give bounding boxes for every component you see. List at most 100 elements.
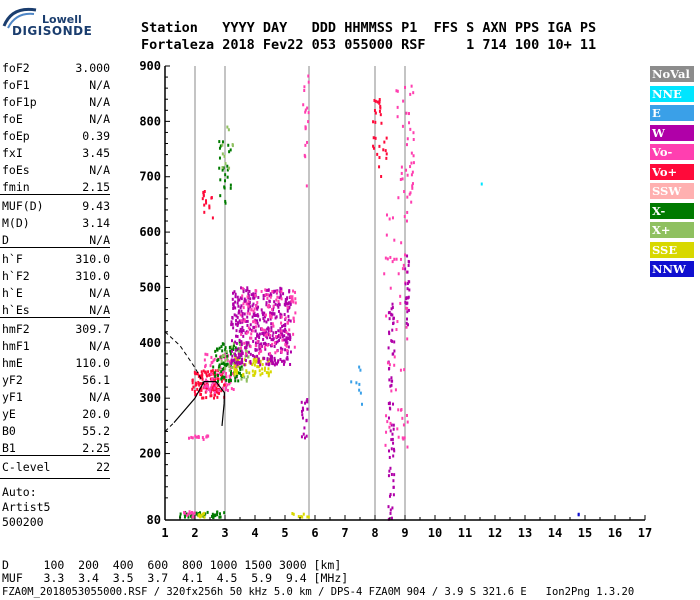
profile-dash (164, 422, 175, 432)
param-value: 20.0 (82, 407, 110, 421)
param-separator (0, 194, 110, 195)
echo-point-w (232, 326, 235, 330)
echo-point-vo (264, 288, 267, 292)
echo-point-vo (225, 375, 228, 379)
echo-point-w (238, 338, 241, 342)
echo-point-vo (395, 257, 398, 261)
param-value: 55.2 (82, 424, 110, 438)
echo-point-w (239, 296, 242, 300)
echo-point-vo (256, 339, 259, 343)
echo-point-vo (264, 313, 267, 317)
echo-point-vo (232, 387, 235, 391)
echo-point-vo (412, 154, 415, 158)
echo-point-vo (406, 306, 409, 310)
echo-point-x (228, 166, 231, 170)
echo-point-x (241, 367, 244, 371)
echo-point-vo (281, 338, 284, 342)
echo-point-vo (248, 312, 251, 316)
echo-point-vo (291, 295, 294, 299)
echo-point-vo (395, 328, 398, 332)
echo-point-vo (192, 512, 195, 516)
echo-point-x (224, 162, 227, 166)
echo-point-x (231, 144, 234, 148)
echo-point-vo (274, 335, 277, 339)
echo-point-w (276, 335, 279, 339)
echo-point-vo (213, 357, 216, 361)
echo-point-x (226, 357, 229, 361)
echo-point-w (279, 293, 282, 297)
echo-point-w (272, 312, 275, 316)
echo-point-w (284, 348, 287, 352)
echo-point-w (285, 337, 288, 341)
echo-point-w (282, 323, 285, 327)
echo-point-x (218, 146, 221, 150)
echo-point-vo (288, 328, 291, 332)
echo-point-nne (480, 182, 483, 186)
echo-point-x (237, 379, 240, 383)
echo-point-w (281, 335, 284, 339)
echo-point-w (272, 337, 275, 341)
param-value: 110.0 (75, 356, 110, 370)
echo-point-w (388, 455, 391, 459)
echo-point-vo (391, 216, 394, 220)
echo-point-w (276, 360, 279, 364)
echo-point-vo (410, 151, 413, 155)
echo-point-w (275, 341, 278, 345)
echo-point-w (280, 359, 283, 363)
echo-point-w (305, 434, 308, 438)
echo-point-x (244, 354, 247, 358)
x-tick-label: 13 (518, 526, 532, 540)
echo-point-x (221, 349, 224, 353)
echo-point-w (230, 362, 233, 366)
param-row-fmin: fmin 2.15 (2, 180, 110, 198)
echo-point-vo (249, 345, 252, 349)
param-value: 22 (96, 460, 110, 474)
echo-point-vo (379, 104, 382, 108)
echo-point-vo (409, 92, 412, 96)
echo-point-w (287, 301, 290, 305)
echo-point-w (247, 292, 250, 296)
echo-point-w (258, 332, 261, 336)
echo-point-w (302, 432, 305, 436)
echo-point-vo (201, 197, 204, 201)
echo-point-vo (207, 370, 210, 374)
echo-point-vo (212, 381, 215, 385)
echo-point-vo (235, 366, 238, 370)
echo-point-vo (266, 296, 269, 300)
echo-point-w (270, 322, 273, 326)
echo-point-x (223, 511, 226, 515)
echo-point-sse (253, 363, 256, 367)
echo-point-x (214, 349, 217, 353)
echo-point-w (256, 321, 259, 325)
echo-point-nnw (577, 512, 580, 516)
echo-point-w (287, 318, 290, 322)
echo-point-vo (263, 345, 266, 349)
echo-point-w (286, 309, 289, 313)
echo-point-vo (401, 124, 404, 128)
echo-point-sse (235, 369, 238, 373)
echo-point-x (224, 201, 227, 205)
echo-point-w (259, 363, 262, 367)
echo-point-vo (400, 171, 403, 175)
echo-point-vo (209, 377, 212, 381)
echo-point-w (264, 332, 267, 336)
echo-point-vo (242, 306, 245, 310)
echo-point-x (228, 150, 231, 154)
echo-point-x (229, 345, 232, 349)
echo-point-x (221, 355, 224, 359)
param-value: N/A (89, 339, 110, 353)
echo-point-w (246, 319, 249, 323)
echo-point-vo (194, 434, 197, 438)
echo-point-w (239, 321, 242, 325)
echo-point-vo (394, 388, 397, 392)
echo-point-w (236, 324, 239, 328)
echo-point-x (230, 372, 233, 376)
echo-point-w (269, 317, 272, 321)
echo-point-w (408, 260, 411, 264)
echo-point-w (301, 416, 304, 420)
param-name: C-level (2, 460, 51, 474)
echo-point-w (235, 329, 238, 333)
echo-point-vo (385, 430, 388, 434)
echo-point-vo (201, 377, 204, 381)
